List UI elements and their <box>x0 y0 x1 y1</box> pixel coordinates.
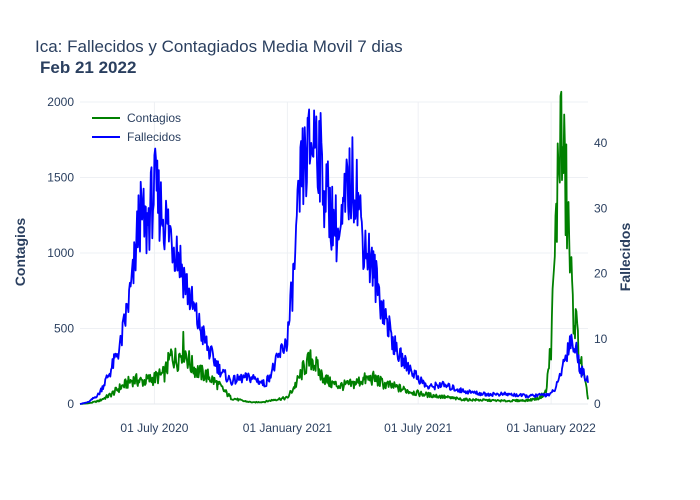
y2-axis-title: Fallecidos <box>617 223 633 292</box>
y-tick-label: 500 <box>54 322 74 336</box>
y2-tick-label: 10 <box>594 332 608 346</box>
y2-tick-label: 0 <box>594 397 601 411</box>
x-tick-label: 01 July 2020 <box>120 421 188 435</box>
y-tick-label: 0 <box>67 397 74 411</box>
y-axis-title: Contagios <box>12 218 28 287</box>
y2-tick-label: 30 <box>594 201 608 215</box>
grid <box>80 101 588 405</box>
y-tick-label: 1000 <box>47 246 74 260</box>
y2-tick-label: 40 <box>594 136 608 150</box>
x-tick-label: 01 July 2021 <box>384 421 452 435</box>
chart-subtitle: Feb 21 2022 <box>40 58 136 77</box>
chart-title: Ica: Fallecidos y Contagiados Media Movi… <box>35 37 403 56</box>
x-tick-label: 01 January 2022 <box>506 421 596 435</box>
x-axis-ticks: 01 July 2020 01 January 2021 01 July 2021 0… <box>120 421 596 435</box>
x-tick-label: 01 January 2021 <box>243 421 333 435</box>
series-lines <box>79 90 589 405</box>
series-line-contagios <box>79 90 589 405</box>
legend-label-contagios: Contagios <box>127 111 181 125</box>
y2-axis-ticks: 0 10 20 30 40 <box>594 136 608 411</box>
y2-tick-label: 20 <box>594 267 608 281</box>
legend-label-fallecidos: Fallecidos <box>127 130 181 144</box>
y-axis-ticks: 0 500 1000 1500 2000 <box>47 95 74 411</box>
legend[interactable]: Contagios Fallecidos <box>92 111 181 144</box>
y-tick-label: 1500 <box>47 171 74 185</box>
y-tick-label: 2000 <box>47 95 74 109</box>
series-line-fallecidos <box>79 108 589 405</box>
